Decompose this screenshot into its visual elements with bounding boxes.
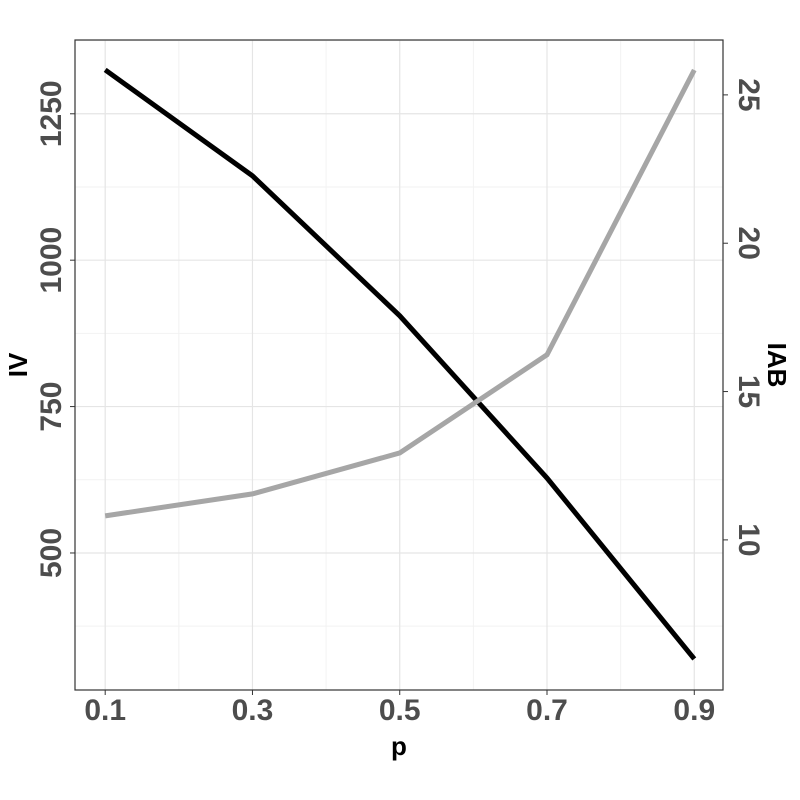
y2-tick-label: 20 (732, 227, 765, 260)
x-tick-label: 0.7 (526, 694, 568, 727)
line (104, 68, 697, 519)
x-tick-label: 0.3 (232, 694, 274, 727)
plot-border (74, 39, 724, 691)
y-tick-label: 500 (35, 528, 68, 578)
line (103, 67, 697, 661)
y-tick-label: 1250 (35, 80, 68, 147)
y2-axis-title: IAB (762, 343, 792, 388)
x-tick-label: 0.1 (84, 694, 126, 727)
y-axis-title: IV (3, 352, 33, 377)
x-axis-title: p (391, 731, 407, 761)
x-tick-label: 0.5 (379, 694, 421, 727)
y2-tick-label: 25 (732, 78, 765, 111)
y2-tick-label: 10 (732, 523, 765, 556)
y-tick-label: 1000 (35, 227, 68, 294)
y-tick-label: 750 (35, 382, 68, 432)
x-tick-label: 0.9 (673, 694, 715, 727)
y2-tick-label: 15 (732, 375, 765, 408)
